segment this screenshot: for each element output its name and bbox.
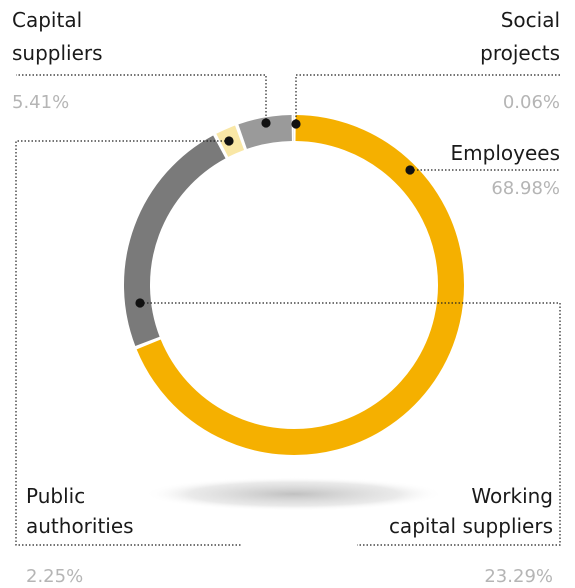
label-capital-suppliers-line2: suppliers <box>12 41 103 65</box>
leader-capital-suppliers <box>16 74 267 123</box>
label-working-capital-suppliers-line1: Working <box>471 484 553 508</box>
leader-public-authorities <box>15 140 242 546</box>
leader-social-projects <box>295 74 560 124</box>
label-employees-line1: Employees <box>451 141 560 165</box>
slice-working-capital-suppliers <box>124 135 226 347</box>
marker-social-projects <box>291 119 301 129</box>
value-working-capital-suppliers: 23.29% <box>484 566 553 587</box>
marker-working-capital-suppliers <box>135 298 145 308</box>
value-social-projects: 0.06% <box>503 92 560 113</box>
chart-shadow <box>144 477 444 511</box>
leader-working-capital-suppliers <box>140 302 561 546</box>
label-public-authorities-line1: Public <box>26 484 85 508</box>
label-working-capital-suppliers-line2: capital suppliers <box>389 514 553 538</box>
marker-capital-suppliers <box>261 118 271 128</box>
donut-slices <box>124 114 464 455</box>
label-social-projects-line2: projects <box>480 41 560 65</box>
marker-employees <box>405 165 415 175</box>
label-capital-suppliers-line1: Capital <box>12 8 82 32</box>
slice-capital-suppliers <box>238 115 293 150</box>
slice-employees <box>136 115 464 455</box>
label-public-authorities-line2: authorities <box>26 514 134 538</box>
value-public-authorities: 2.25% <box>26 566 83 587</box>
leader-lines <box>15 74 561 546</box>
slice-labels: Employees 68.98% Working capital suppliers 2… <box>12 8 560 587</box>
label-social-projects-line1: Social <box>501 8 560 32</box>
value-capital-suppliers: 5.41% <box>12 92 69 113</box>
value-employees: 68.98% <box>491 178 560 199</box>
marker-public-authorities <box>224 136 234 146</box>
